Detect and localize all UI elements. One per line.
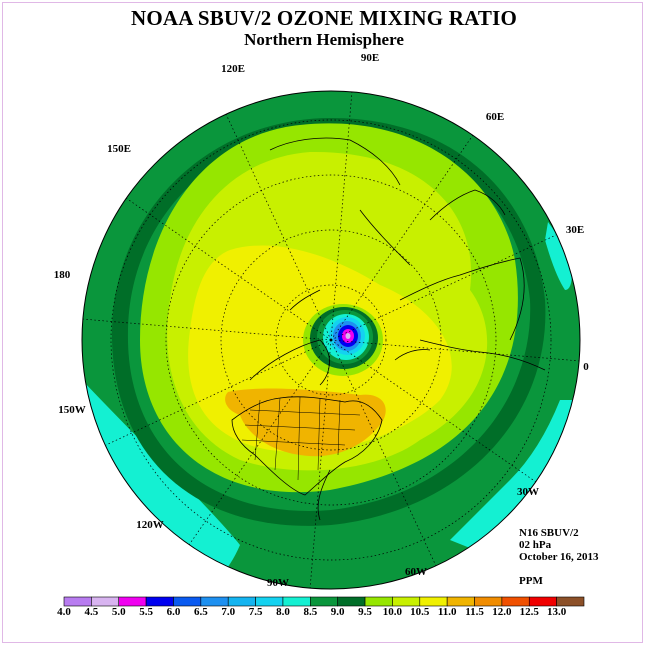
lon-label-180: 180 — [54, 269, 71, 281]
colorbar-tick-label: 6.0 — [166, 606, 181, 618]
lon-label-150e: 150E — [107, 143, 131, 155]
map-title: NOAA SBUV/2 OZONE MIXING RATIO — [131, 6, 517, 30]
lon-label-30w: 30W — [517, 486, 539, 498]
colorbar-segment — [419, 596, 448, 607]
colorbar-segment — [474, 596, 503, 607]
colorbar-segment — [528, 596, 557, 607]
colorbar-tick-label: 9.0 — [330, 606, 345, 618]
colorbar-tick-label: 6.5 — [193, 606, 208, 618]
colorbar-segment — [200, 596, 229, 607]
colorbar-tick-label: 5.0 — [111, 606, 126, 618]
colorbar-tick-label: 11.0 — [437, 606, 457, 618]
colorbar-tick-label: 5.5 — [139, 606, 153, 618]
lon-label-60e: 60E — [486, 111, 504, 123]
lon-label-150w: 150W — [58, 404, 86, 416]
colorbar-tick-label: 12.0 — [492, 606, 512, 618]
colorbar-tick-label: 10.0 — [382, 606, 403, 618]
polar-vortex — [303, 304, 383, 376]
lon-label-90e: 90E — [361, 52, 379, 64]
lon-label-90w: 90W — [267, 577, 289, 589]
colorbar-tick-label: 13.0 — [547, 606, 567, 618]
lon-label-0: 0 — [583, 361, 589, 373]
latitude-circles — [110, 119, 552, 561]
state-boundaries — [241, 396, 361, 481]
ozone-field — [82, 91, 580, 589]
colorbar-segment — [255, 596, 284, 607]
pressure-level-label: 02 hPa — [519, 539, 552, 551]
lon-label-120w: 120W — [136, 519, 164, 531]
meridians — [82, 91, 580, 589]
colorbar-segment — [310, 596, 338, 607]
colorbar-tick-label: 8.5 — [303, 606, 318, 618]
lon-label-120e: 120E — [221, 63, 245, 75]
colorbar-tick-label: 9.5 — [358, 606, 372, 618]
lon-label-30e: 30E — [566, 224, 584, 236]
colorbar-tick-label: 4.0 — [57, 606, 71, 618]
colorbar-tick-label: 8.0 — [276, 606, 290, 618]
colorbar-segment — [364, 596, 393, 607]
map-boundary — [81, 90, 581, 590]
colorbar-tick-label: 11.5 — [465, 606, 484, 618]
band-8.0-e — [545, 222, 572, 290]
colorbar-tick-label: 10.5 — [410, 606, 430, 618]
colorbar-segment — [63, 596, 92, 607]
colorbar-tick-label: 7.0 — [221, 606, 236, 618]
colorbar-segment — [173, 596, 202, 607]
colorbar-segment — [501, 596, 530, 607]
colorbar-segment — [392, 596, 421, 607]
colorbar-tick-label: 12.5 — [519, 606, 539, 618]
colorbar-segment — [337, 596, 366, 607]
colorbar-segment — [145, 596, 174, 607]
colorbar-segment — [556, 596, 585, 607]
longitude-labels: 90E 60E 30E 0 30W 60W 90W 120W 150W 180 … — [54, 52, 590, 589]
colorbar-tick-label: 4.5 — [84, 606, 99, 618]
satellite-label: N16 SBUV/2 — [519, 527, 579, 539]
colorbar-segment — [282, 596, 311, 607]
figure-frame — [2, 2, 643, 643]
map-subtitle: Northern Hemisphere — [244, 30, 404, 49]
units-label: PPM — [519, 575, 543, 587]
date-label: October 16, 2013 — [519, 551, 599, 563]
coastlines — [231, 137, 546, 521]
colorbar-segment — [227, 596, 256, 607]
colorbar — [63, 596, 585, 607]
colorbar-tick-label: 7.5 — [248, 606, 263, 618]
lon-label-60w: 60W — [405, 566, 427, 578]
colorbar-segment — [91, 596, 120, 607]
colorbar-segment — [446, 596, 475, 607]
band-11.0 — [225, 388, 386, 457]
colorbar-segment — [118, 596, 147, 607]
